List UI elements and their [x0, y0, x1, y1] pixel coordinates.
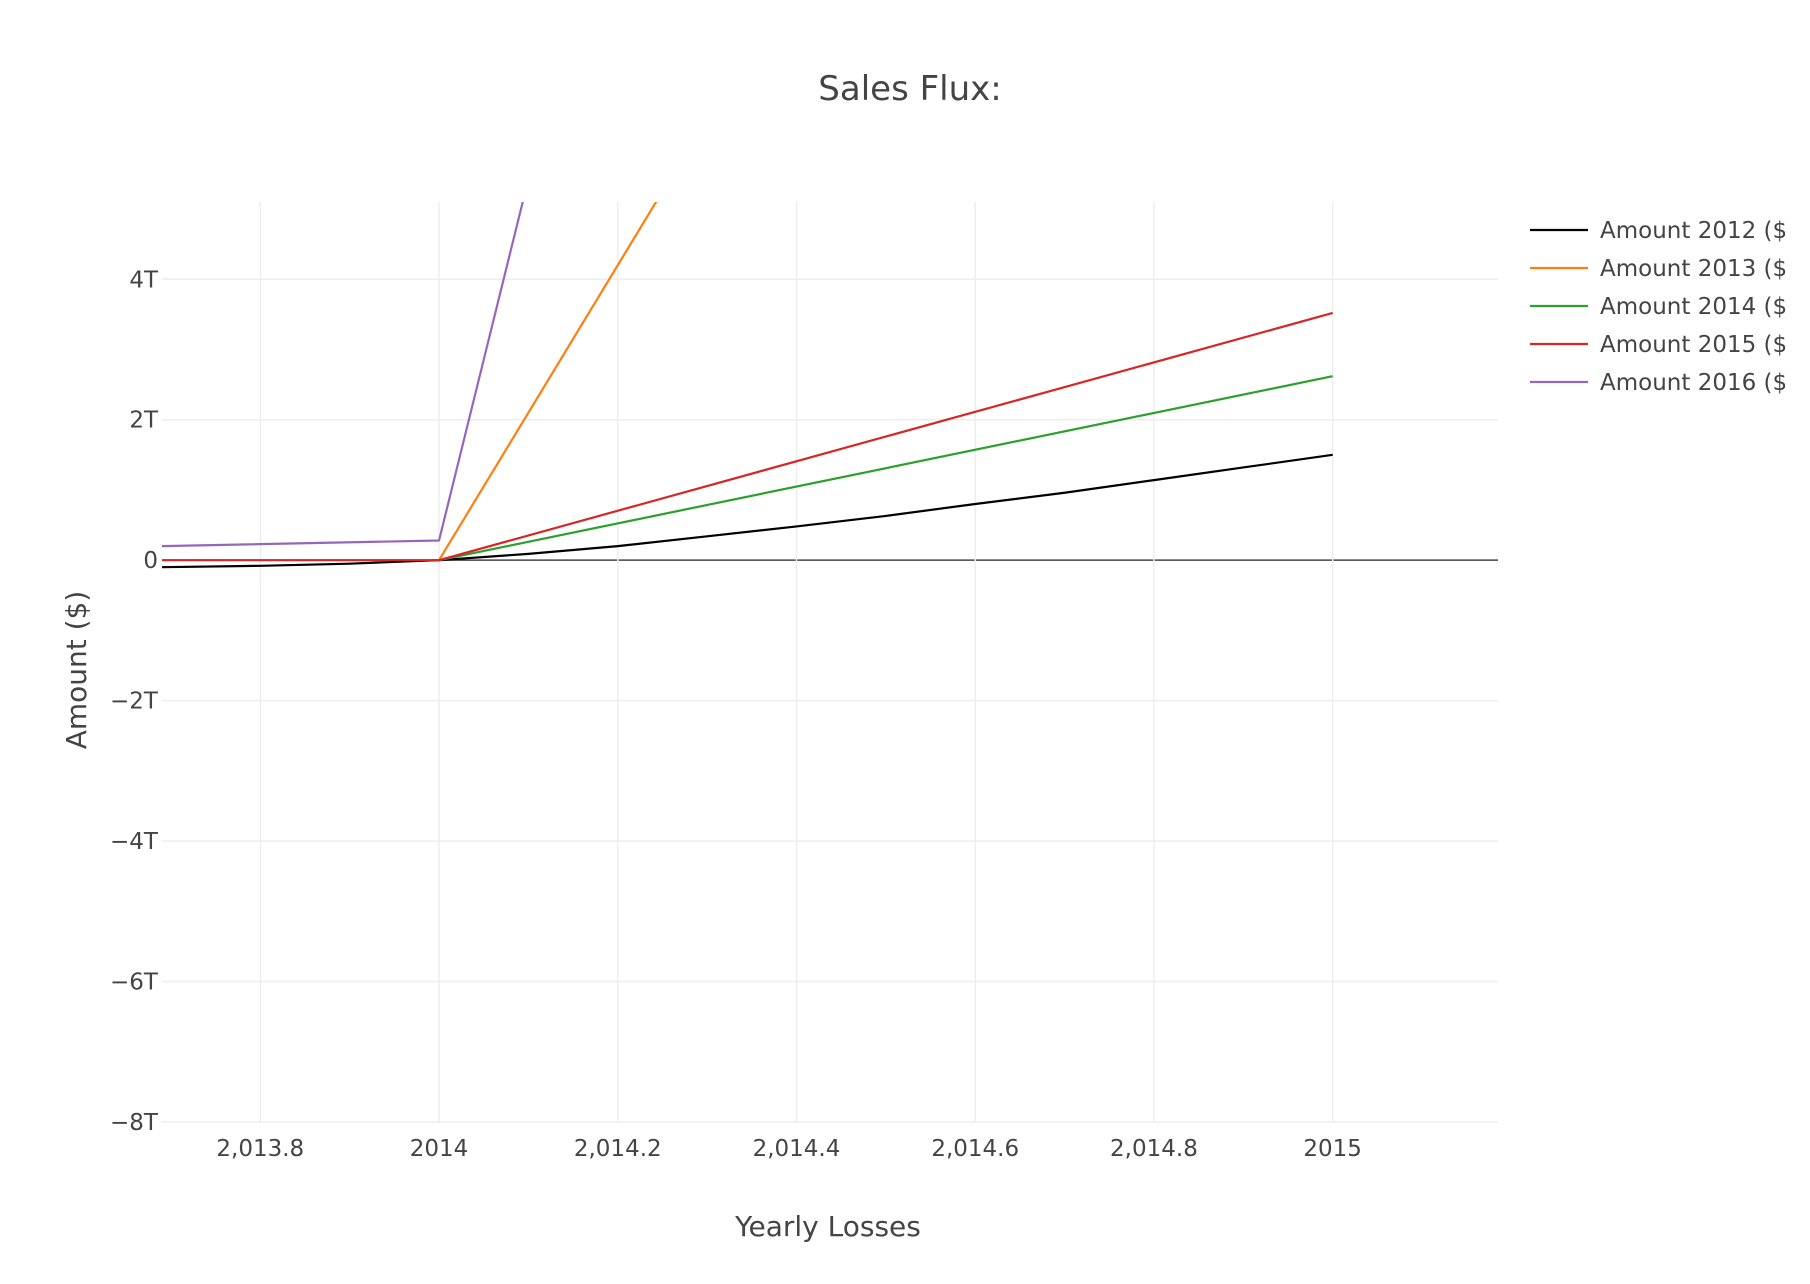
x-axis-ticks: 2,013.8 2014 2,014.2 2,014.4 2,014.6 2,014.8 2… — [216, 1136, 1362, 1162]
series-line-4 — [162, 311, 1333, 562]
legend-label: Amount 2016 ($ — [1600, 370, 1787, 396]
x-tick-label: 2014 — [410, 1136, 469, 1162]
y-axis-ticks: 4T 2T 0 −2T −4T −6T −8T — [110, 267, 159, 1136]
legend: Amount 2012 ($ Amount 2013 ($ Amount 2014 … — [1530, 218, 1787, 396]
x-tick-label: 2,014.4 — [753, 1136, 841, 1162]
series-line-5 — [162, 202, 524, 548]
x-axis-title: Yearly Losses — [734, 1210, 921, 1243]
x-tick-label: 2,014.8 — [1110, 1136, 1198, 1162]
series-line-3 — [438, 375, 1333, 562]
x-tick-label: 2,014.2 — [574, 1136, 662, 1162]
x-tick-label: 2015 — [1303, 1136, 1362, 1162]
y-tick-label: −6T — [110, 970, 159, 996]
series-line-1 — [162, 453, 1333, 569]
series-line-2 — [438, 202, 658, 561]
y-tick-label: 4T — [129, 267, 159, 293]
y-tick-label: −8T — [110, 1110, 159, 1136]
legend-label: Amount 2012 ($ — [1600, 218, 1787, 244]
grid — [162, 202, 1498, 1123]
y-axis-title: Amount ($) — [60, 591, 93, 750]
y-tick-label: 2T — [129, 408, 159, 434]
x-tick-label: 2,014.6 — [931, 1136, 1019, 1162]
legend-label: Amount 2015 ($ — [1600, 332, 1787, 358]
y-tick-label: −4T — [110, 829, 159, 855]
y-tick-label: 0 — [143, 548, 158, 574]
y-tick-label: −2T — [110, 689, 159, 715]
legend-label: Amount 2013 ($ — [1600, 256, 1787, 282]
x-tick-label: 2,013.8 — [216, 1136, 304, 1162]
series-lines — [162, 202, 1333, 569]
legend-label: Amount 2014 ($ — [1600, 294, 1787, 320]
chart-title: Sales Flux: — [818, 69, 1001, 109]
